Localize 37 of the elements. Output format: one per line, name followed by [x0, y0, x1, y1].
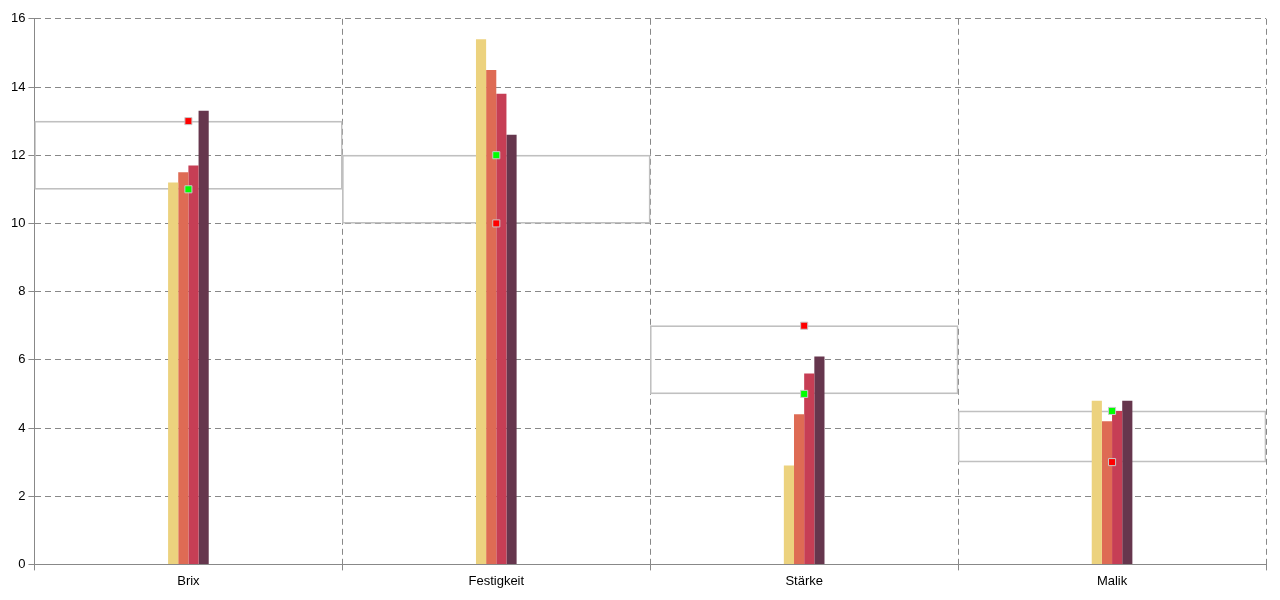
bar: [1101, 421, 1113, 564]
point: [492, 151, 501, 160]
bar: [486, 69, 497, 564]
bar: [794, 414, 805, 564]
y-tick-label: 10: [10, 214, 26, 230]
bar: [814, 356, 825, 564]
bar: [1122, 400, 1133, 564]
y-tick-label: 8: [18, 283, 26, 299]
bar: [804, 373, 815, 564]
y-tick-label: 14: [10, 78, 26, 94]
bar: [783, 465, 795, 564]
point: [800, 389, 809, 398]
x-tick-label: Festigkeit: [468, 572, 525, 588]
bar: [1112, 410, 1123, 564]
bar: [198, 110, 209, 564]
y-tick-label: 2: [18, 487, 26, 503]
y-tick-label: 6: [18, 351, 26, 367]
bar: [506, 134, 517, 564]
bar: [475, 39, 487, 564]
point: [184, 117, 193, 126]
point: [184, 185, 193, 194]
y-tick-label: 0: [18, 555, 26, 571]
bar: [496, 93, 507, 564]
point: [800, 321, 809, 330]
x-tick-label: Brix: [177, 572, 201, 588]
bar: [178, 172, 189, 564]
point: [492, 219, 501, 228]
y-tick-label: 4: [18, 419, 26, 435]
point: [1108, 458, 1117, 467]
x-tick-label: Stärke: [785, 572, 823, 588]
y-tick-label: 16: [10, 10, 26, 26]
bar: [1091, 400, 1102, 564]
bar: [188, 165, 199, 564]
x-tick-label: Malik: [1096, 572, 1128, 588]
bar: [168, 182, 179, 564]
y-tick-label: 12: [10, 146, 26, 162]
point: [1108, 406, 1117, 415]
